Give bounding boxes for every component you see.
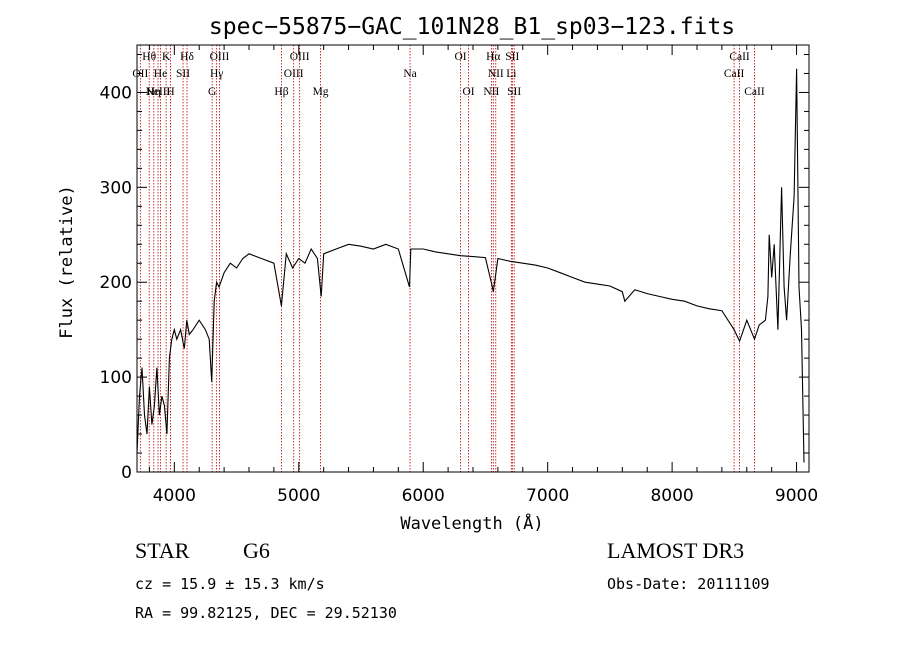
x-tick-label-1: 5000 [277, 486, 320, 506]
line-label-3: NeIII [146, 86, 171, 98]
line-label-15: Mg [313, 86, 329, 98]
line-label-1: Hθ [142, 51, 156, 63]
line-label-21: NII [488, 68, 504, 80]
y-axis-label: Flux (relative) [57, 185, 77, 339]
y-tick-label-2: 200 [100, 273, 132, 293]
x-tick-label-0: 4000 [153, 486, 196, 506]
chart-title: spec−55875−GAC_101N28_B1_sp03−123.fits [209, 14, 735, 40]
line-label-5: He [154, 68, 167, 80]
x-tick-label-3: 7000 [526, 486, 569, 506]
x-axis-label: Wavelength (Å) [400, 512, 543, 534]
y-tick-label-0: 0 [121, 463, 132, 483]
line-label-16: Na [403, 68, 416, 80]
object-type: STAR [135, 538, 190, 563]
survey-name: LAMOST DR3 [607, 538, 745, 563]
redshift-value: cz = 15.9 ± 15.3 km/s [135, 575, 325, 593]
line-label-17: OI [454, 51, 466, 63]
axis-ticks: 4000 5000 6000 7000 8000 9000 0 100 200 300 400 [100, 45, 818, 506]
line-label-4: K [162, 51, 171, 63]
line-label-23: SII [505, 51, 519, 63]
line-label-0: OII [132, 68, 148, 80]
line-label-10: Hγ [210, 68, 223, 80]
line-label-26: CaII [729, 51, 750, 63]
line-label-8: Hδ [180, 51, 194, 63]
spectrum-series-line [136, 68, 805, 463]
line-label-19: NII [483, 86, 499, 98]
x-tick-label-4: 8000 [650, 486, 693, 506]
line-label-27: CaII [744, 86, 765, 98]
plot-frame [136, 44, 810, 473]
line-label-2: Hη [147, 86, 161, 98]
y-tick-label-4: 400 [100, 83, 132, 103]
line-label-14: OIII [290, 51, 310, 63]
x-tick-label-2: 6000 [402, 486, 445, 506]
coordinates: RA = 99.82125, DEC = 29.52130 [135, 604, 397, 622]
line-label-18: OI [462, 86, 474, 98]
line-label-24: SII [507, 86, 521, 98]
line-label-20: Hα [486, 51, 500, 63]
y-tick-label-3: 300 [100, 178, 132, 198]
line-label-12: Hβ [274, 86, 288, 98]
line-label-25: CaII [724, 68, 745, 80]
x-tick-label-5: 9000 [775, 486, 818, 506]
line-label-6: H [166, 86, 174, 98]
line-label-11: OIII [210, 51, 230, 63]
y-tick-label-1: 100 [100, 368, 132, 388]
obs-date: Obs-Date: 20111109 [607, 575, 770, 593]
line-label-13: OIII [284, 68, 304, 80]
line-label-22: Li [506, 68, 516, 80]
subclass: G6 [243, 538, 270, 563]
line-label-7: SII [176, 68, 190, 80]
line-labels: OIIHθHηNeIIIKHeHSIIHδGHγOIIIHβOIIIOIIIMg… [132, 51, 765, 98]
line-markers [139, 45, 755, 472]
line-label-9: G [208, 86, 216, 98]
